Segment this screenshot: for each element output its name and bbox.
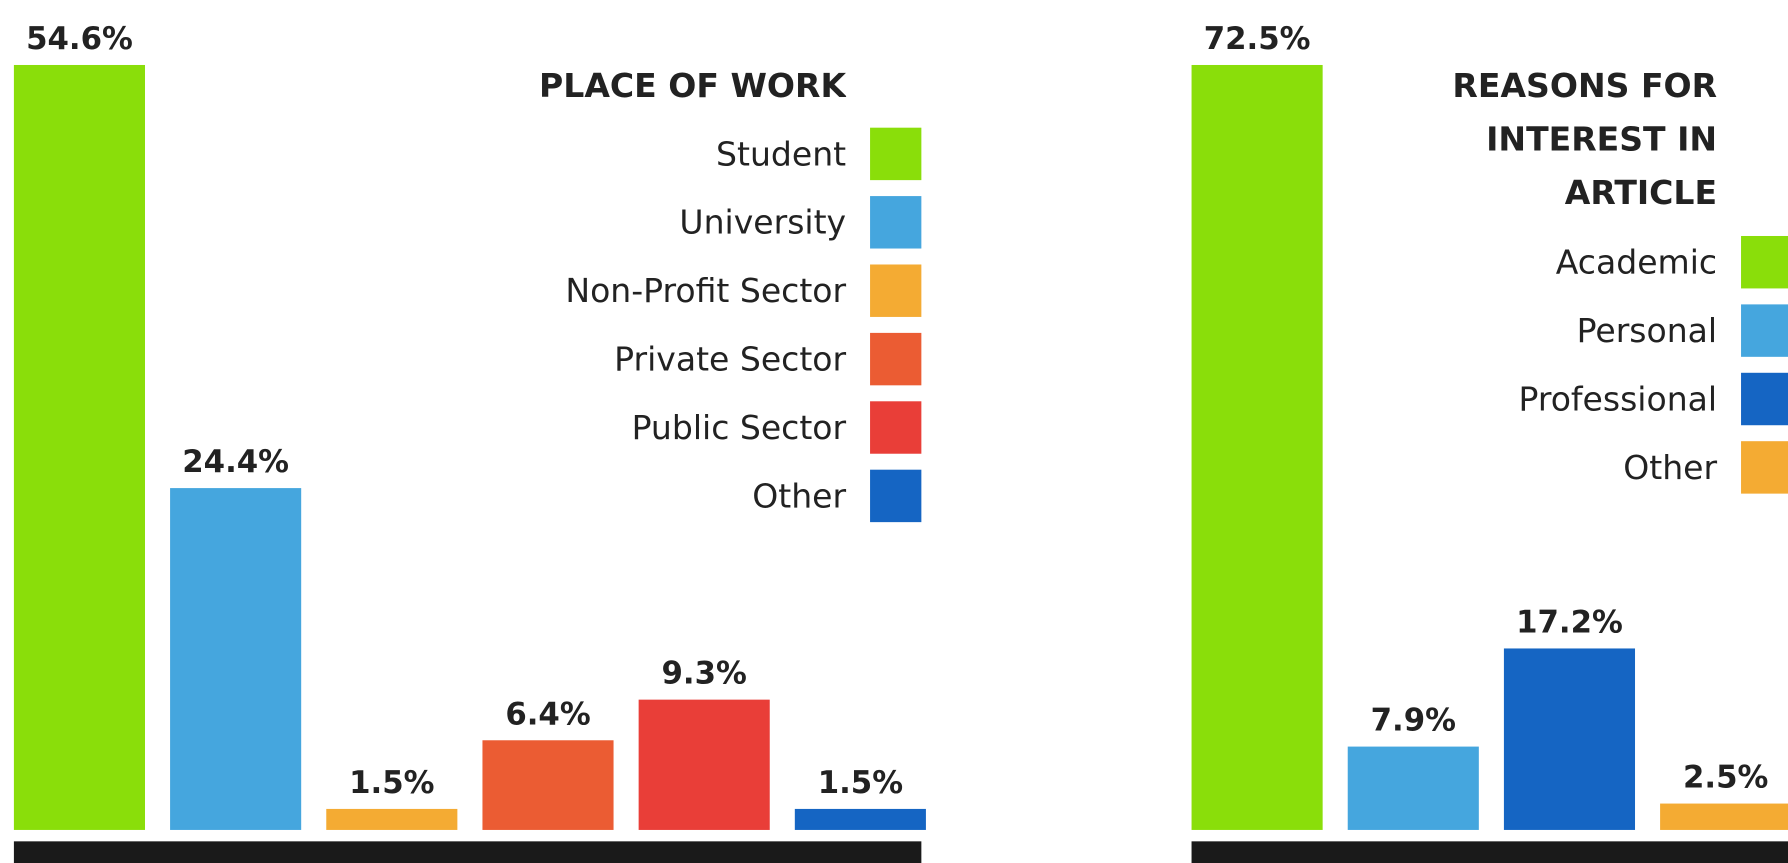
legend-label: Personal (1577, 311, 1717, 350)
baseline (13, 841, 922, 863)
value-label: 54.6% (26, 21, 133, 57)
bar (482, 740, 614, 830)
bar (638, 699, 770, 830)
value-label: 6.4% (505, 696, 590, 732)
legend-swatch (1741, 304, 1788, 357)
legend-label: Student (716, 134, 846, 173)
legend-label: Professional (1518, 379, 1717, 418)
legend-swatch (870, 469, 922, 523)
legend-swatch (870, 127, 922, 181)
legend-swatch (870, 264, 922, 317)
legend-label: University (679, 203, 846, 242)
bar (170, 488, 302, 830)
bar (1347, 746, 1479, 830)
legend-label: Academic (1556, 243, 1717, 282)
value-label: 1.5% (349, 765, 434, 801)
legend-title-box: PLACE OF WORK (539, 66, 847, 105)
legend-swatch (870, 332, 922, 386)
value-label: 1.5% (818, 765, 903, 801)
legend-title: PLACE OF WORK (539, 66, 847, 105)
bar (1660, 803, 1788, 830)
legend-title: REASONS FOR INTEREST IN ARTICLE (1452, 66, 1718, 213)
value-label: 17.2% (1516, 604, 1623, 640)
bar (1191, 64, 1323, 830)
value-label: 72.5% (1204, 21, 1311, 57)
bar (326, 808, 458, 830)
legend-swatch (870, 401, 922, 454)
legend-title-box: REASONS FOR INTEREST IN ARTICLE (1452, 66, 1718, 213)
legend-label: Private Sector (614, 340, 846, 379)
legend-label: Other (752, 476, 846, 515)
bar (13, 64, 146, 830)
bar (1503, 648, 1636, 830)
legend-swatch (1741, 235, 1788, 289)
legend-label: Other (1623, 448, 1717, 487)
legend-swatch (1741, 441, 1788, 494)
legend-swatch (870, 196, 922, 249)
legend-label: Non-Profit Sector (565, 271, 846, 310)
value-label: 9.3% (662, 656, 747, 692)
bar (794, 808, 926, 830)
baseline (1191, 841, 1788, 863)
value-label: 7.9% (1371, 703, 1456, 739)
value-label: 24.4% (182, 444, 289, 480)
value-label: 2.5% (1683, 760, 1768, 796)
legend-label: Public Sector (632, 408, 847, 447)
legend-swatch (1741, 372, 1788, 426)
